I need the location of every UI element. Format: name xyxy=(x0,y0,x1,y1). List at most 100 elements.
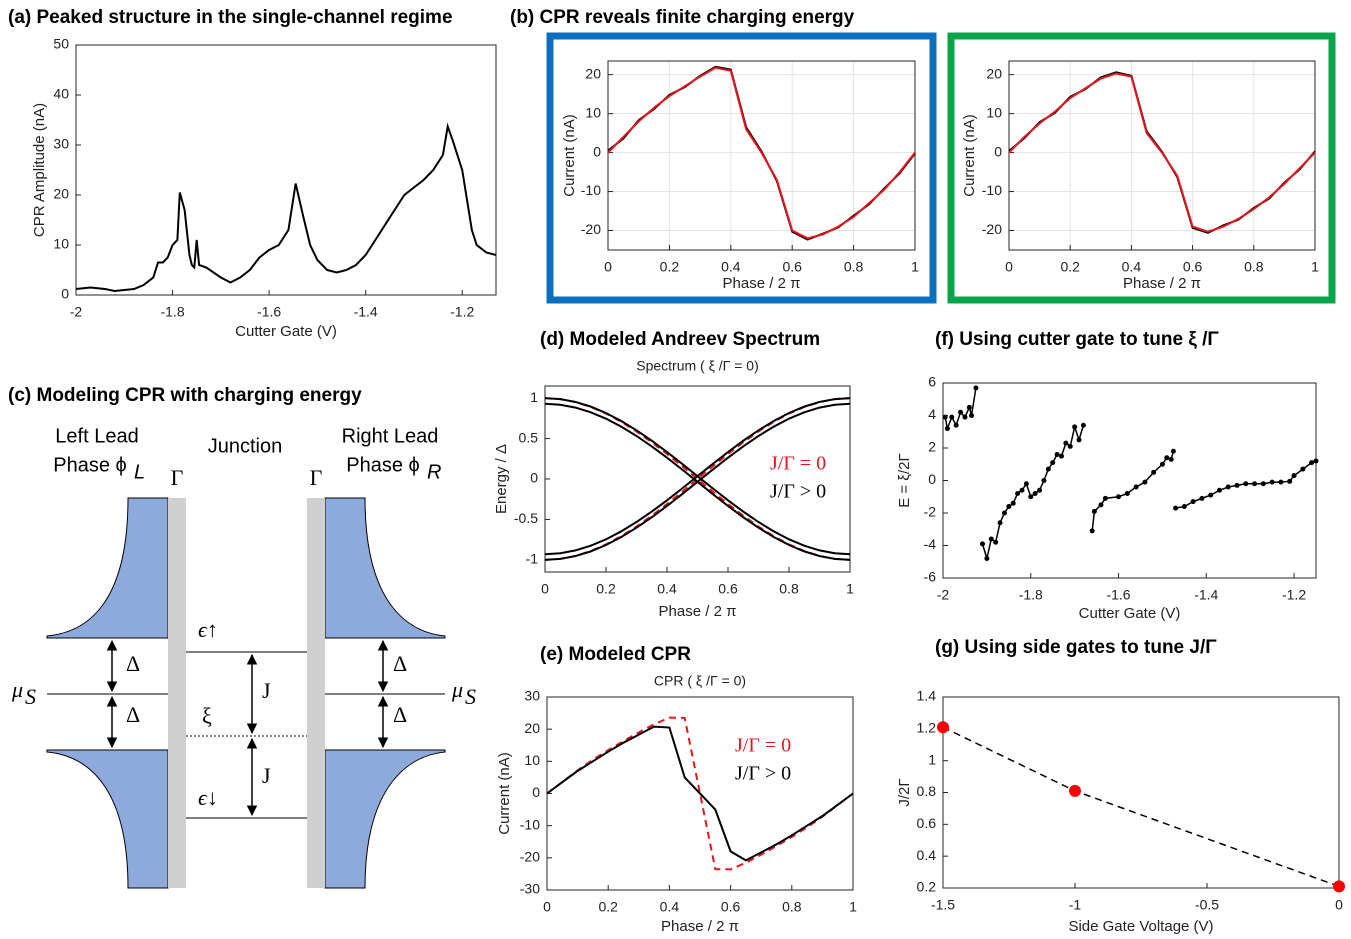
data-point xyxy=(937,721,949,734)
data-point xyxy=(1243,481,1249,487)
data-point xyxy=(1291,473,1297,479)
x-tick-label: 0.8 xyxy=(1244,259,1264,275)
x-tick-label: 0.8 xyxy=(782,899,802,915)
y-tick-label: -10 xyxy=(581,182,601,198)
data-point xyxy=(1054,452,1060,457)
x-tick-label: -1.6 xyxy=(257,304,281,320)
x-tick-label: 0.6 xyxy=(721,899,741,915)
y-tick-label: 6 xyxy=(928,374,936,390)
data-point xyxy=(1067,443,1073,449)
panel-title: (d) Modeled Andreev Spectrum xyxy=(540,329,820,350)
y-tick-label: -4 xyxy=(924,536,937,552)
x-tick-label: -1.5 xyxy=(931,897,955,913)
x-tick-label: -1.4 xyxy=(1194,587,1218,603)
label: ϵ↑ xyxy=(198,617,218,642)
x-tick-label: 1 xyxy=(849,899,857,915)
diagram-title: (c) Modeling CPR with charging energy xyxy=(8,385,362,406)
label: ξ xyxy=(202,703,212,728)
label: R xyxy=(427,461,441,483)
y-tick-label: -0.5 xyxy=(514,510,538,526)
x-tick-label: 0.6 xyxy=(782,259,802,275)
x-tick-label: 0 xyxy=(1005,259,1013,275)
data-point xyxy=(1260,481,1266,487)
annotation: J/Γ > 0 xyxy=(735,763,791,785)
data-point xyxy=(962,414,968,420)
label: J xyxy=(262,678,271,703)
x-tick-label: -1.8 xyxy=(160,304,184,320)
x-tick-label: 0.6 xyxy=(718,581,738,597)
y-tick-label: -6 xyxy=(924,569,937,585)
x-tick-label: 0.8 xyxy=(779,581,799,597)
data-point xyxy=(1041,478,1047,483)
y-tick-label: -20 xyxy=(982,221,1002,237)
chart-subtitle: CPR ( ξ /Γ = 0) xyxy=(654,673,746,689)
x-axis-label: Side Gate Voltage (V) xyxy=(1068,918,1213,935)
data-point xyxy=(1010,500,1016,506)
y-tick-label: -30 xyxy=(520,881,540,897)
x-tick-label: -2 xyxy=(937,587,950,603)
data-point xyxy=(1216,487,1222,493)
data-point xyxy=(1098,502,1104,508)
y-tick-label: 2 xyxy=(928,439,936,455)
data-line xyxy=(546,716,854,871)
x-tick-label: -1 xyxy=(1069,897,1082,913)
y-tick-label: 10 xyxy=(524,752,540,768)
data-point xyxy=(1309,460,1315,466)
data-point xyxy=(1019,487,1025,493)
lead-gap-edge xyxy=(324,749,446,889)
data-point xyxy=(944,426,950,431)
barrier xyxy=(307,498,325,888)
data-point xyxy=(1028,494,1034,500)
y-axis-label: Energy / Δ xyxy=(493,444,510,514)
x-tick-label: 0 xyxy=(1335,897,1343,913)
y-tick-label: -2 xyxy=(924,504,937,520)
x-axis-label: Phase / 2 π xyxy=(1123,275,1201,292)
x-tick-label: 0.4 xyxy=(660,899,680,915)
data-point xyxy=(1124,491,1130,496)
x-tick-label: 0.8 xyxy=(844,259,864,275)
data-line xyxy=(544,397,851,556)
axes-box xyxy=(942,382,1317,579)
x-axis-label: Cutter Gate (V) xyxy=(235,323,337,340)
axes-box xyxy=(544,385,851,573)
plot-area xyxy=(545,386,850,572)
data-point xyxy=(953,422,959,428)
panel-title: (f) Using cutter gate to tune ξ /Γ xyxy=(935,329,1219,350)
x-tick-label: 1 xyxy=(846,581,854,597)
plot-area xyxy=(943,697,1339,888)
panel-title: (a) Peaked structure in the single-chann… xyxy=(8,7,453,28)
y-tick-label: 20 xyxy=(53,186,69,202)
label: Δ xyxy=(126,651,140,676)
x-tick-label: -1.6 xyxy=(1106,587,1130,603)
data-point xyxy=(1278,479,1284,485)
lead-gap-edge xyxy=(46,497,169,639)
y-tick-label: 0.4 xyxy=(917,847,937,863)
axes-box xyxy=(75,44,497,296)
data-point xyxy=(984,556,990,561)
x-tick-label: 0.2 xyxy=(1060,259,1080,275)
data-point xyxy=(1190,499,1196,505)
x-tick-label: -2 xyxy=(70,304,83,320)
data-point xyxy=(1252,481,1258,487)
x-tick-label: 0.2 xyxy=(598,899,618,915)
annotation: J/Γ = 0 xyxy=(770,453,826,475)
label: Δ xyxy=(126,702,140,727)
x-axis-label: Phase / 2 π xyxy=(659,603,737,620)
label: μ xyxy=(11,677,23,702)
y-tick-label: 0.6 xyxy=(917,815,937,831)
x-axis-label: Phase / 2 π xyxy=(723,275,801,292)
data-point xyxy=(1023,481,1029,487)
data-line xyxy=(544,402,851,561)
label: Left Lead xyxy=(55,425,138,447)
data-point xyxy=(1072,424,1078,430)
panel-title: (b) CPR reveals finite charging energy xyxy=(510,7,855,28)
y-axis-label: E = ξ/2Γ xyxy=(896,453,913,508)
label: Γ xyxy=(310,465,323,490)
y-tick-label: 10 xyxy=(585,104,601,120)
y-axis-label: CPR Amplitude (nA) xyxy=(31,103,48,237)
label: ϵ↓ xyxy=(198,785,218,810)
x-tick-label: -1.8 xyxy=(1019,587,1043,603)
label: Δ xyxy=(393,702,407,727)
label: Junction xyxy=(208,435,283,457)
data-point xyxy=(1142,479,1148,485)
